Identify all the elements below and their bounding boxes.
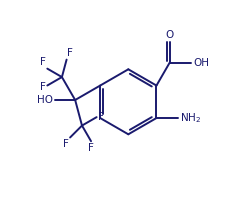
Text: HO: HO: [37, 95, 53, 105]
Text: F: F: [67, 48, 72, 58]
Text: F: F: [98, 112, 104, 122]
Text: OH: OH: [193, 58, 209, 68]
Text: F: F: [40, 57, 46, 67]
Text: F: F: [63, 139, 69, 149]
Text: F: F: [88, 143, 94, 153]
Text: F: F: [40, 82, 46, 92]
Text: O: O: [165, 30, 174, 40]
Text: NH$_2$: NH$_2$: [180, 111, 201, 125]
